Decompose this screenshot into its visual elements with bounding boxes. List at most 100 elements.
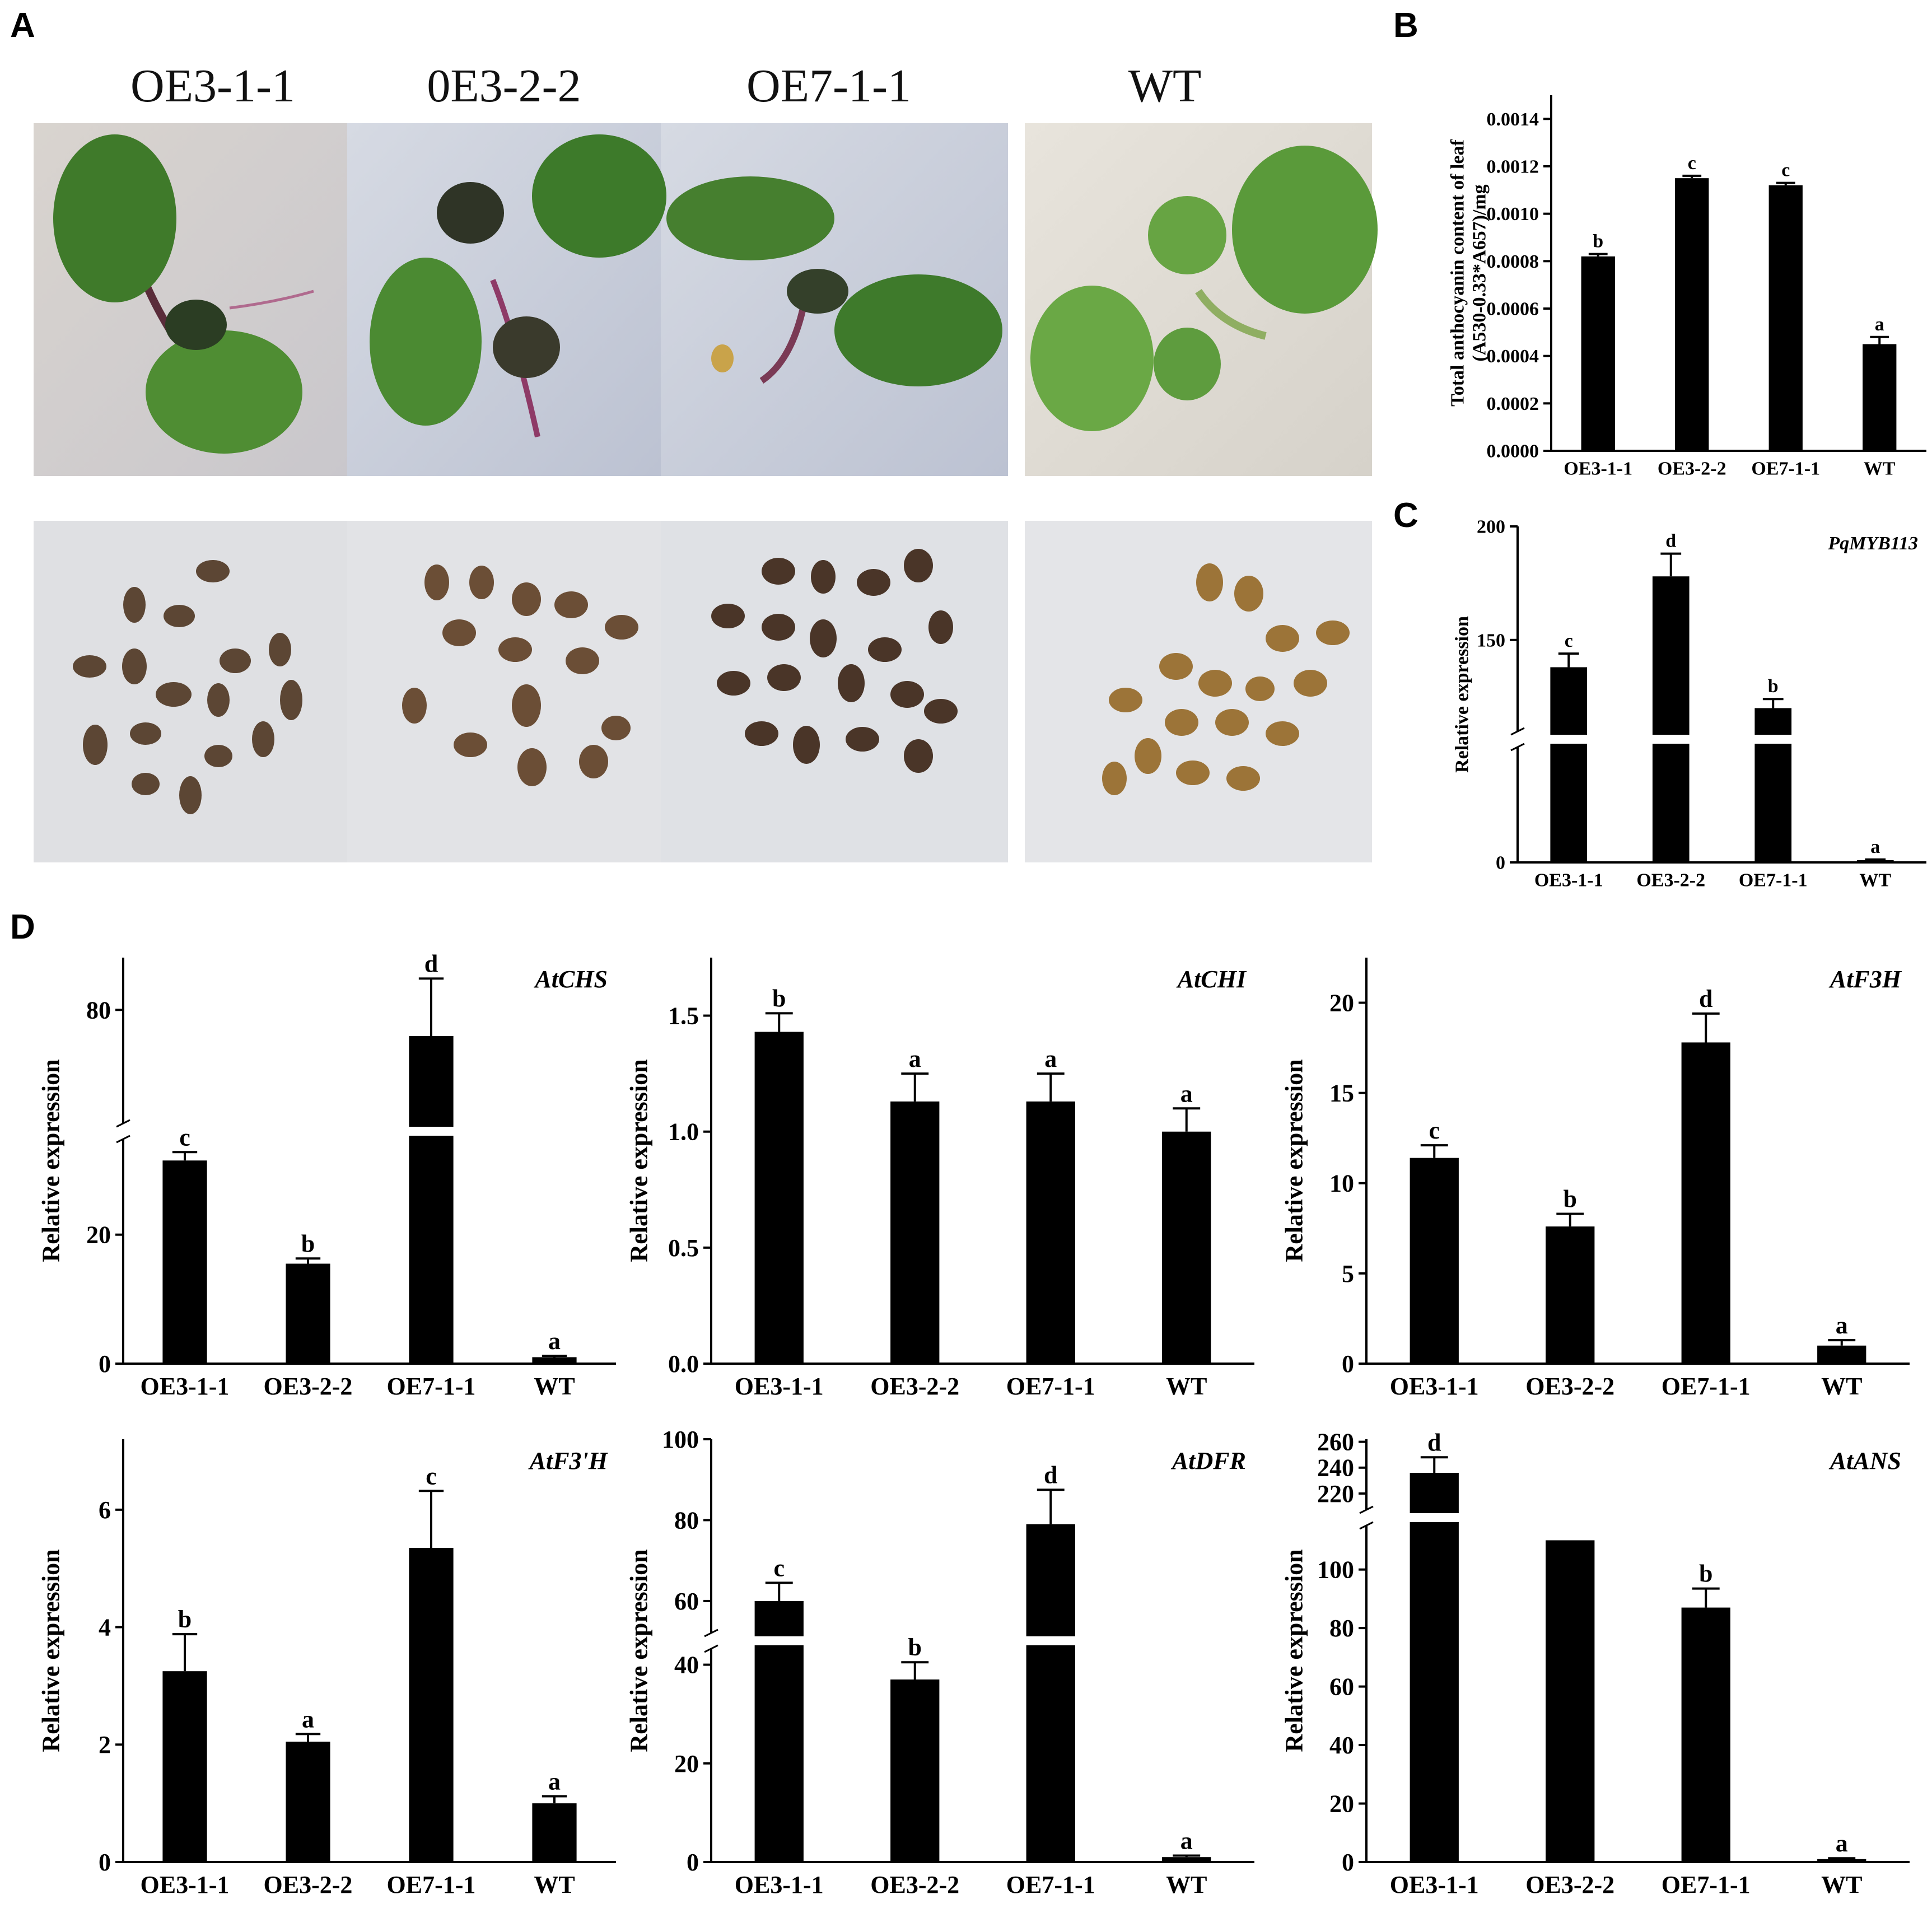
axis-break-mark [1510, 727, 1525, 736]
x-tick-label-wt: WT [1821, 1871, 1862, 1898]
y-axis-title: Total anthocyanin content of leaf(A530-0… [1448, 139, 1490, 407]
x-tick-label-oe3-1-1: OE3-1-1 [1534, 870, 1603, 891]
y-tick-label-6: 6 [99, 1496, 111, 1524]
y-tick-label-200: 200 [1477, 517, 1505, 538]
bar-wt [532, 1357, 577, 1364]
x-tick-label-oe7-1-1: OE7-1-1 [1662, 1871, 1751, 1898]
x-tick-label-oe3-1-1: OE3-1-1 [735, 1871, 824, 1898]
y-tick-label-0: 0 [1342, 1350, 1354, 1378]
seedling-oe3-1-1 [53, 134, 314, 454]
x-tick-label-oe3-1-1: OE3-1-1 [1564, 459, 1632, 479]
chart-title: PqMYB113 [1827, 533, 1918, 554]
y-tick-label-0: 0 [99, 1350, 111, 1378]
significance-letter-oe3-1-1: b [772, 985, 786, 1012]
y-tick-label-0-0014: 0.0014 [1487, 109, 1539, 130]
bar-oe7-1-1 [1681, 1042, 1730, 1364]
photo-label-oe3-1-1: OE3-1-1 [130, 60, 295, 112]
y-tick-label-20: 20 [86, 1221, 111, 1249]
significance-letter-oe7-1-1: c [1781, 160, 1790, 181]
y-tick-label-0-0: 0.0 [668, 1350, 699, 1378]
y-tick-label-0-0000: 0.0000 [1487, 441, 1539, 462]
y-tick-label-220: 220 [1317, 1480, 1354, 1508]
seedling-photos [34, 123, 1378, 476]
bar-break-gap-oe3-2-2 [1651, 735, 1691, 744]
chart-title: AtDFR [1170, 1447, 1246, 1475]
significance-letter-oe7-1-1: d [1699, 985, 1712, 1013]
y-tick-label-10: 10 [1329, 1170, 1354, 1197]
axis-break-mark [704, 1644, 718, 1653]
significance-letter-oe3-2-2: b [1564, 1186, 1577, 1213]
bar-oe7-1-1 [1768, 185, 1803, 451]
x-tick-label-oe3-1-1: OE3-1-1 [141, 1373, 230, 1400]
x-tick-label-oe7-1-1: OE7-1-1 [1662, 1373, 1751, 1400]
y-tick-label-80: 80 [1329, 1615, 1354, 1642]
chart-title: AtCHI [1176, 965, 1247, 993]
bar-break-gap-oe7-1-1 [1753, 735, 1793, 744]
y-tick-label-80: 80 [674, 1506, 699, 1534]
y-tick-label-1-0: 1.0 [668, 1118, 699, 1146]
bar-wt [1162, 1131, 1211, 1364]
bar-wt [532, 1803, 577, 1862]
bar-oe3-2-2 [1675, 178, 1709, 451]
panel-label-d: D [10, 908, 35, 946]
bar-oe3-2-2 [286, 1742, 330, 1862]
chart-b-anthocyanin: 0.0000 0.0002 0.0004 0.0006 0.0008 0.0010 0.00… [1448, 95, 1926, 479]
x-tick-label-oe3-1-1: OE3-1-1 [1390, 1373, 1479, 1400]
bar-oe3-2-2 [1652, 576, 1690, 862]
bar-break-gap-oe7-1-1 [1025, 1636, 1076, 1645]
y-tick-label-0-0010: 0.0010 [1487, 204, 1539, 225]
axis-break-mark [1359, 1505, 1374, 1514]
x-tick-label-wt: WT [534, 1373, 575, 1400]
chart-d-atchs: 0 20 80 Relative expression AtCHS c OE3-1-1 b OE… [38, 950, 616, 1400]
significance-letter-oe3-1-1: c [179, 1123, 190, 1151]
significance-letter-oe3-2-2: a [302, 1705, 314, 1733]
significance-letter-wt: a [548, 1327, 561, 1355]
significance-letter-oe3-2-2: c [1565, 1604, 1576, 1631]
y-axis-title: Relative expression [38, 1549, 65, 1752]
y-axis-title: Relative expression [626, 1549, 653, 1752]
chart-d-atf3ph: 0 2 4 6 Relative expression AtF3'H b OE3-1-1 a OE… [38, 1439, 616, 1898]
y-tick-label-0-0012: 0.0012 [1487, 157, 1539, 178]
significance-letter-oe7-1-1: d [424, 950, 438, 977]
bar-oe3-1-1 [1550, 667, 1588, 862]
panel-label-a: A [10, 6, 35, 45]
significance-letter-oe3-1-1: b [178, 1606, 192, 1633]
bar-wt [1162, 1857, 1211, 1862]
bar-break-gap-oe3-1-1 [753, 1636, 805, 1645]
y-tick-label-0-0004: 0.0004 [1487, 346, 1539, 367]
chart-c-pqmyb113: 0 150 200 Relative expression PqMYB113 c OE3-1… [1452, 517, 1926, 891]
y-tick-label-80: 80 [86, 996, 111, 1024]
significance-letter-oe7-1-1: c [426, 1462, 437, 1490]
y-tick-label-0: 0 [1496, 853, 1505, 874]
significance-letter-oe7-1-1: d [1044, 1461, 1057, 1489]
y-tick-label-0: 0 [99, 1849, 111, 1876]
x-tick-label-oe3-1-1: OE3-1-1 [141, 1871, 230, 1898]
x-tick-label-oe3-2-2: OE3-2-2 [1525, 1871, 1614, 1898]
x-tick-label-oe7-1-1: OE7-1-1 [387, 1373, 476, 1400]
x-tick-label-oe3-2-2: OE3-2-2 [1636, 870, 1705, 891]
significance-letter-oe3-2-2: a [909, 1045, 921, 1072]
y-tick-label-240: 240 [1317, 1454, 1354, 1482]
significance-letter-oe3-1-1: c [1565, 631, 1573, 651]
seeds-wt [1102, 563, 1350, 795]
significance-letter-oe7-1-1: b [1699, 1560, 1712, 1588]
significance-letter-oe3-1-1: d [1427, 1429, 1441, 1456]
seedling-oe7-1-1 [666, 176, 1002, 386]
bar-wt [1856, 860, 1894, 862]
y-tick-label-40: 40 [1329, 1732, 1354, 1759]
chart-d-atchi: 0.0 0.5 1.0 1.5 Relative expression AtCHI b OE3… [626, 958, 1254, 1400]
y-axis-title-line: (A530-0.33*A657)/mg [1469, 184, 1490, 361]
x-tick-label-wt: WT [1821, 1373, 1862, 1400]
bar-oe7-1-1 [409, 1547, 454, 1862]
bar-break-gap-oe3-1-1 [1408, 1513, 1460, 1522]
y-tick-label-260: 260 [1317, 1429, 1354, 1456]
axis-break-mark [116, 1119, 130, 1128]
y-tick-label-60: 60 [1329, 1673, 1354, 1701]
y-tick-label-20: 20 [674, 1750, 699, 1777]
bar-oe3-1-1 [1410, 1158, 1459, 1364]
x-tick-label-oe3-2-2: OE3-2-2 [1525, 1373, 1614, 1400]
axis-break-mark [116, 1135, 130, 1144]
bar-oe3-1-1 [754, 1032, 804, 1364]
chart-d-atf3h: 0 5 10 15 20 Relative expression AtF3H c OE3-1-1… [1281, 958, 1910, 1400]
